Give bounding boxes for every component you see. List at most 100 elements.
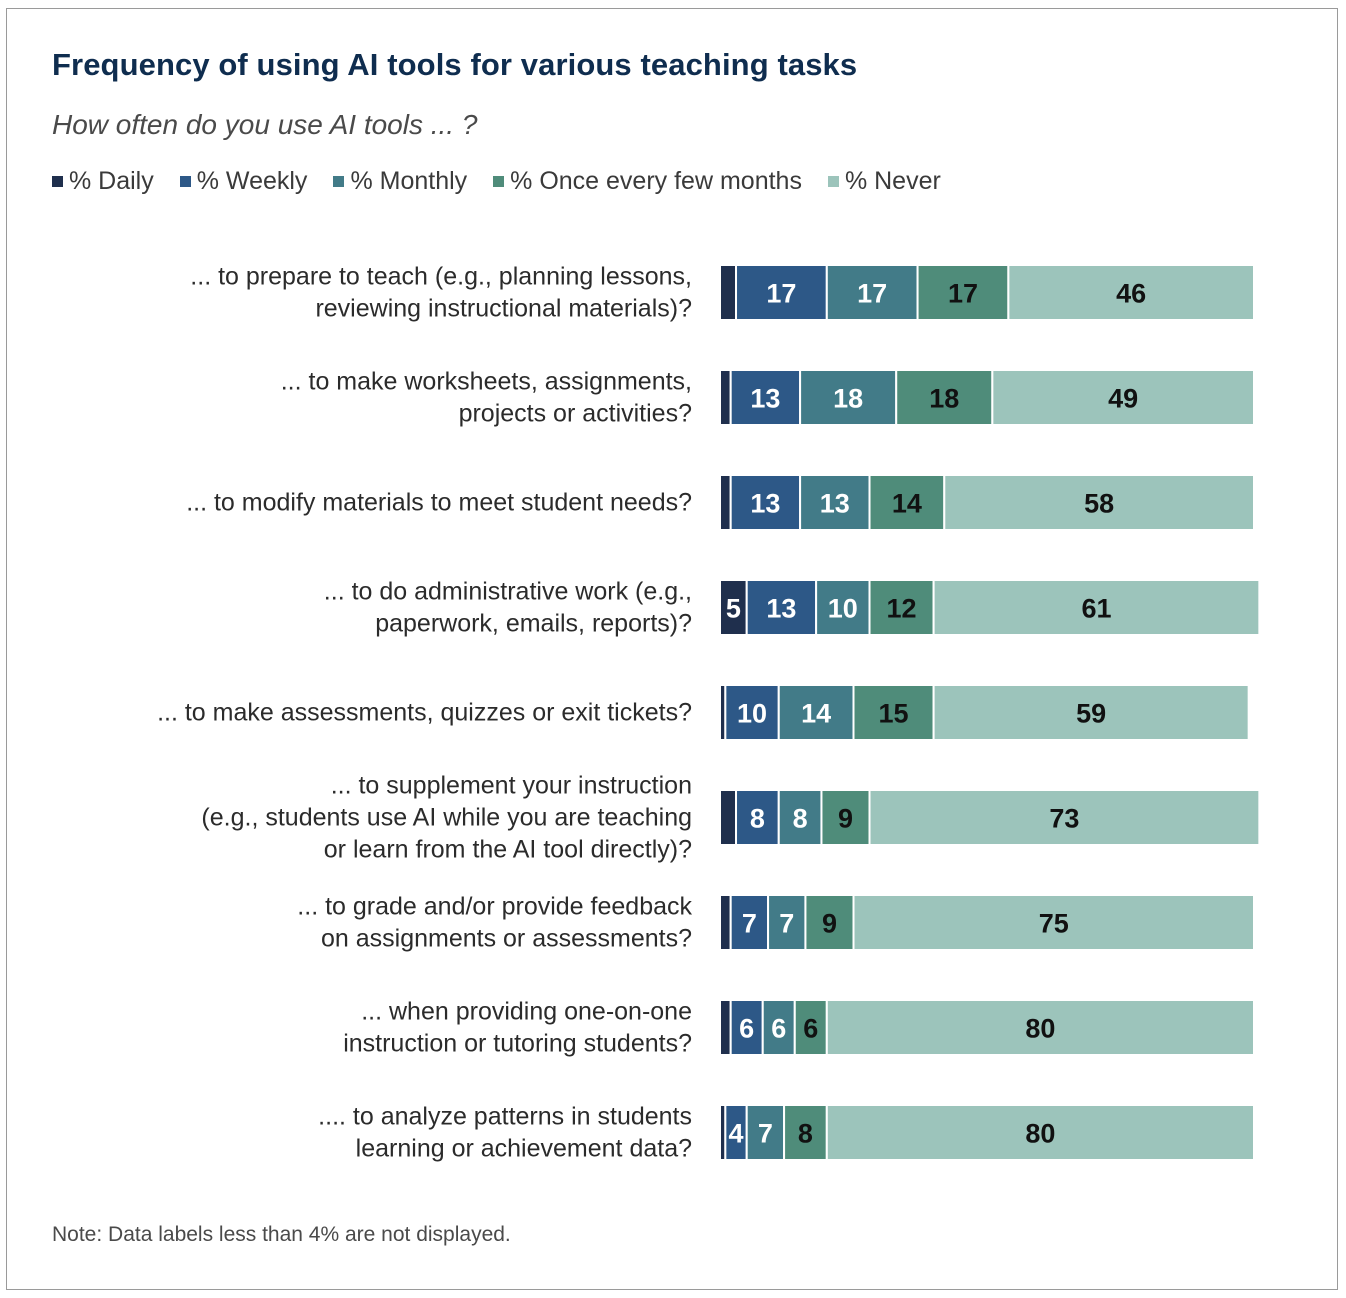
data-label-monthly: 6 [771,1014,786,1044]
bar-segment-never [932,684,1250,741]
bar-segment-monthly [777,789,823,846]
category-label: ... to make worksheets, assignments, [281,368,692,396]
bar-segment-never [868,789,1261,846]
bar-segment-monthly [799,474,871,531]
bar-segment-monthly [761,999,796,1056]
category-label: ... to grade and/or provide feedback [297,893,692,921]
data-label-monthly: 17 [857,279,887,309]
data-label-monthly: 14 [801,699,831,729]
legend-item-never: % Never [827,167,941,196]
legend-item-few-months: % Once every few months [493,167,802,196]
data-label-never: 49 [1108,384,1138,414]
bar-segment-weekly [729,474,802,531]
category-label: ... to prepare to teach (e.g., planning … [190,263,692,291]
chart-note: Note: Data labels less than 4% are not d… [52,1223,511,1246]
bar-segment-daily [719,999,732,1056]
data-label-weekly: 13 [750,384,780,414]
category-label: or learn from the AI tool directly)? [324,836,692,864]
data-label-monthly: 8 [793,804,808,834]
data-label-weekly: 7 [742,909,757,939]
category-label: ... when providing one-on-one [361,998,692,1026]
chart-frame [6,8,1338,1290]
data-label-weekly: 13 [750,489,780,519]
bar-segment-few-months [852,684,935,741]
category-label: reviewing instructional materials)? [315,295,692,323]
legend-label-daily: % Daily [69,167,154,195]
bar-segment-never [825,999,1255,1056]
category-label: projects or activities? [459,400,692,428]
legend-label-never: % Never [844,167,941,195]
data-label-few-months: 6 [803,1014,818,1044]
bar-segment-daily [719,474,732,531]
data-label-monthly: 10 [828,594,858,624]
data-label-few-months: 15 [879,699,909,729]
bar-segment-few-months [820,789,871,846]
bar-segment-weekly [735,264,828,321]
bar-segment-monthly [777,684,855,741]
data-label-few-months: 8 [798,1119,813,1149]
bar-segment-monthly [825,264,919,321]
data-label-monthly: 7 [779,909,794,939]
bar-segment-daily [719,579,748,636]
bar-segment-weekly [735,789,780,846]
category-label: .... to analyze patterns in students [318,1103,692,1131]
bar-segment-few-months [783,1104,828,1161]
category-label: on assignments or assessments? [321,925,692,953]
bar-segment-monthly [745,1104,786,1161]
data-label-weekly: 8 [750,804,765,834]
category-label: learning or achievement data? [356,1135,692,1163]
data-label-few-months: 17 [948,279,978,309]
bar-segment-never [943,474,1256,531]
data-label-never: 61 [1081,594,1111,624]
bar-segment-weekly [745,579,818,636]
chart-legend: % Daily % Weekly % Monthly % Once every … [52,167,967,196]
bar-segment-daily [719,264,738,321]
bar-segment-few-months [916,264,1010,321]
category-label: paperwork, emails, reports)? [375,610,692,638]
category-label: ... to supplement your instruction [331,772,692,800]
bar-segment-daily [719,894,732,951]
bar-segment-daily [719,369,732,426]
data-label-few-months: 18 [929,384,959,414]
data-label-weekly: 13 [766,594,796,624]
bar-segment-never [1007,264,1255,321]
legend-item-weekly: % Weekly [179,167,308,196]
legend-swatch-monthly [333,176,345,187]
data-label-few-months: 9 [838,804,853,834]
bar-segment-weekly [729,999,764,1056]
bar-segment-few-months [793,999,828,1056]
legend-label-few-months: % Once every few months [510,167,802,195]
data-label-weekly: 10 [737,699,767,729]
data-label-weekly: 17 [766,279,796,309]
data-label-monthly: 18 [833,384,863,414]
data-label-few-months: 9 [822,909,837,939]
data-label-never: 59 [1076,699,1106,729]
data-label-never: 46 [1116,279,1146,309]
data-label-never: 75 [1039,909,1069,939]
category-label: (e.g., students use AI while you are tea… [201,804,692,832]
legend-item-daily: % Daily [52,167,154,196]
category-label: ... to make assessments, quizzes or exit… [157,699,692,727]
chart-title: Frequency of using AI tools for various … [52,47,858,82]
data-label-weekly: 6 [739,1014,754,1044]
category-label: instruction or tutoring students? [343,1030,692,1058]
chart-subtitle: How often do you use AI tools ... ? [52,109,478,140]
bar-segment-never [825,1104,1255,1161]
category-label: ... to do administrative work (e.g., [324,578,692,606]
bar-segment-never [991,369,1256,426]
legend-swatch-few-months [493,176,505,187]
data-label-never: 73 [1049,804,1079,834]
data-label-few-months: 14 [892,489,922,519]
data-label-few-months: 12 [887,594,917,624]
legend-label-weekly: % Weekly [196,167,308,195]
data-label-daily: 5 [726,594,741,624]
bar-segment-monthly [799,369,898,426]
bar-segment-never [852,894,1255,951]
bar-segment-daily [719,789,738,846]
legend-label-monthly: % Monthly [350,167,468,195]
data-label-never: 80 [1025,1014,1055,1044]
legend-swatch-never [827,176,839,187]
bar-segment-few-months [868,579,935,636]
data-label-never: 80 [1025,1119,1055,1149]
